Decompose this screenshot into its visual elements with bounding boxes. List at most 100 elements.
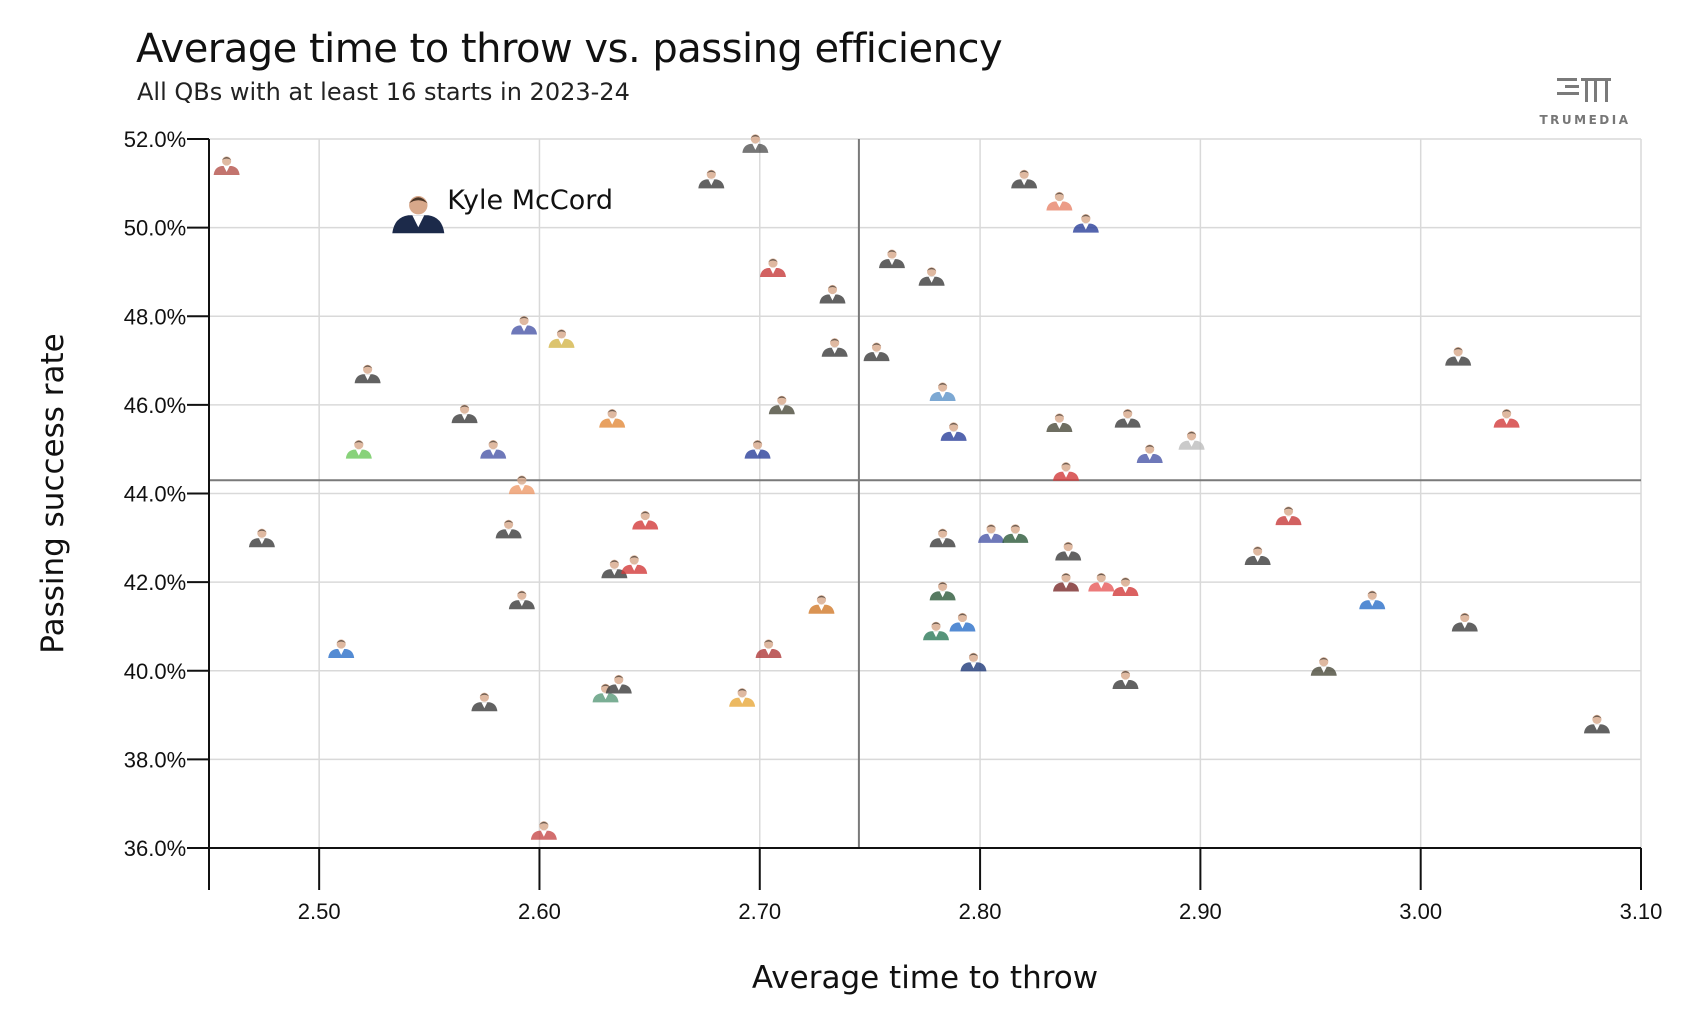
avatar-hair [768, 258, 778, 262]
qb-point [808, 595, 835, 614]
qb-point [768, 395, 795, 415]
qb-point [354, 364, 381, 384]
qb-point [471, 692, 498, 712]
avatar-hair [222, 157, 232, 161]
avatar-collar [939, 392, 946, 399]
avatar-collar [950, 431, 957, 438]
avatar-collar [1062, 582, 1069, 589]
avatar-hair [938, 582, 948, 586]
qb-point [1046, 191, 1073, 211]
avatar-collar [831, 347, 838, 354]
avatar-hair [607, 409, 617, 413]
avatar-hair [706, 170, 716, 174]
highlight-label: Kyle McCord [447, 185, 613, 216]
avatar-collar [505, 529, 512, 536]
avatar-hair [1061, 573, 1071, 577]
qb-point [1310, 657, 1337, 676]
qb-point [759, 258, 786, 277]
qb-point [1011, 169, 1038, 189]
qb-point [511, 315, 538, 335]
qb-point [480, 440, 507, 459]
avatar-collar [642, 520, 649, 527]
avatar-hair [737, 688, 747, 692]
avatar-collar [1122, 680, 1129, 687]
x-tick-label: 2.80 [959, 899, 1002, 924]
avatar-hair [517, 476, 527, 480]
avatar-collar [461, 414, 468, 421]
avatar-hair [629, 555, 639, 559]
avatar-collar [933, 631, 940, 638]
qb-point [508, 590, 535, 610]
qb-point [819, 284, 846, 304]
qb-point [1178, 431, 1205, 450]
avatar-hair [957, 613, 968, 617]
qb-point [621, 555, 648, 574]
avatar-collar [765, 649, 772, 656]
avatar-collar [1056, 201, 1063, 208]
avatar-hair [336, 640, 346, 644]
avatar-hair [609, 560, 619, 564]
avatar-collar [829, 294, 836, 301]
avatar-collar [1254, 555, 1261, 562]
qb-point [1072, 214, 1099, 233]
qb-point [1451, 612, 1478, 632]
avatar-collar [1098, 582, 1105, 589]
y-tick-label: 46.0% [124, 393, 186, 418]
qb-point [451, 404, 478, 424]
avatar-collar [1124, 418, 1131, 425]
avatar-hair [1019, 170, 1029, 174]
qb-point [918, 267, 945, 286]
avatar-collar [959, 622, 966, 629]
avatar-hair [1120, 577, 1131, 581]
avatar-collar [1369, 600, 1376, 607]
avatar-hair [488, 440, 498, 444]
avatar-collar [1285, 516, 1292, 523]
avatar-hair [752, 440, 763, 444]
avatar-collar [615, 684, 622, 691]
data-points [213, 134, 1610, 840]
avatar-hair [1186, 431, 1197, 435]
avatar-collar [521, 325, 528, 332]
y-tick-label: 50.0% [124, 216, 186, 241]
avatar-hair [1054, 192, 1064, 196]
qb-point [601, 559, 628, 579]
avatar-hair [1061, 462, 1071, 466]
avatar-hair [1145, 445, 1155, 449]
x-tick-label: 3.00 [1399, 899, 1442, 924]
y-tick-label: 40.0% [124, 659, 186, 684]
avatar-hair [504, 520, 514, 524]
avatar-collar [518, 485, 525, 492]
avatar-collar [1021, 179, 1028, 186]
qb-point [1136, 444, 1163, 464]
avatar-hair [1283, 507, 1294, 511]
avatar-hair [363, 365, 373, 369]
avatar-hair [556, 329, 567, 333]
brand-name: TRUMEDIA [1539, 113, 1631, 127]
qb-point [863, 342, 890, 362]
y-tick-label: 36.0% [124, 836, 186, 861]
avatar-hair [1367, 591, 1377, 595]
avatar-hair [1081, 214, 1091, 218]
avatar-collar [364, 374, 371, 381]
avatar-hair [1502, 409, 1512, 413]
qb-point [821, 338, 848, 357]
avatar-hair [1319, 657, 1329, 661]
qb-point [923, 621, 950, 641]
qb-point [1002, 524, 1029, 543]
avatar-collar [540, 830, 547, 837]
avatar-collar [412, 215, 425, 228]
qb-point [495, 519, 522, 539]
qb-point [744, 440, 771, 459]
avatar-collar [769, 267, 776, 274]
avatar-collar [939, 538, 946, 545]
avatar-collar [611, 569, 618, 576]
avatar-hair [1010, 524, 1020, 528]
avatar-hair [927, 267, 937, 271]
x-axis-title: Average time to throw [752, 960, 1098, 996]
avatar-collar [609, 418, 616, 425]
qb-point [1112, 577, 1139, 596]
qb-point [929, 382, 956, 402]
y-tick-label: 38.0% [124, 747, 186, 772]
qb-point [940, 422, 967, 441]
qb-point [729, 688, 756, 707]
